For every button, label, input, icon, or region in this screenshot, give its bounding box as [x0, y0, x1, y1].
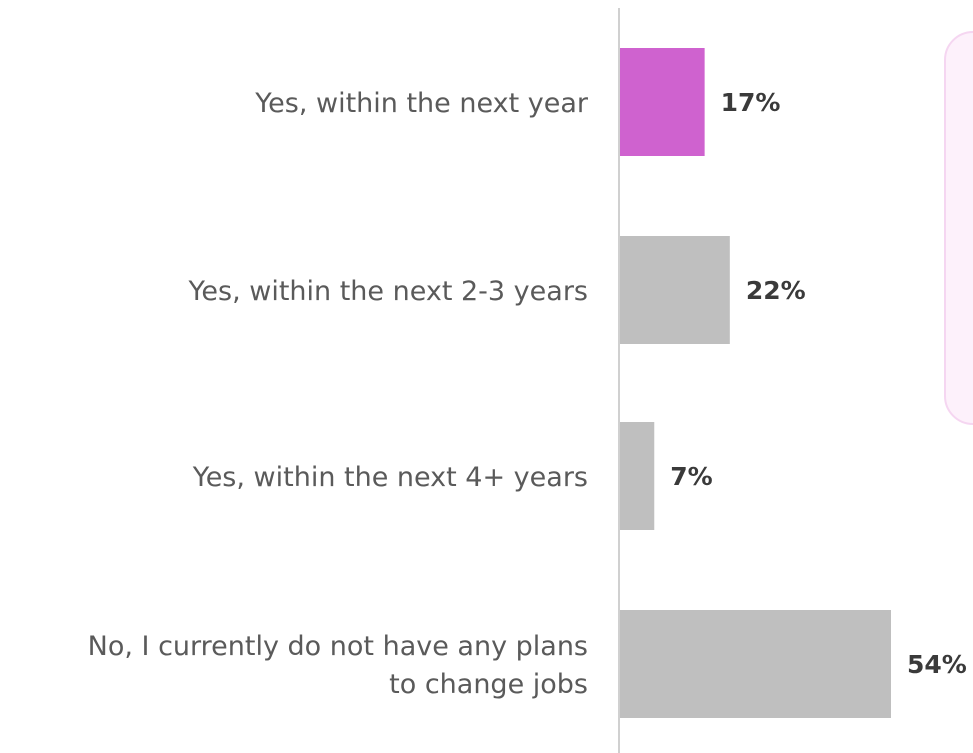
- category-label-1: Yes, within the next year: [254, 88, 589, 119]
- side-panel: [944, 31, 973, 425]
- category-label-4-line-1: No, I currently do not have any plans: [88, 631, 588, 662]
- category-label-3: Yes, within the next 4+ years: [192, 462, 588, 493]
- bars: 17% Yes, within the next year 22% Yes, with…: [88, 48, 967, 718]
- category-label-2: Yes, within the next 2-3 years: [187, 276, 588, 307]
- value-label-3: 7%: [670, 462, 712, 491]
- category-label-4-line-2: to change jobs: [389, 669, 588, 700]
- value-label-1: 17%: [721, 88, 781, 117]
- bar-1: [619, 48, 705, 156]
- bar-3: [619, 422, 655, 530]
- value-label-4: 54%: [907, 650, 967, 679]
- bar-4: [619, 610, 891, 718]
- value-label-2: 22%: [746, 276, 806, 305]
- bar-2: [619, 236, 730, 344]
